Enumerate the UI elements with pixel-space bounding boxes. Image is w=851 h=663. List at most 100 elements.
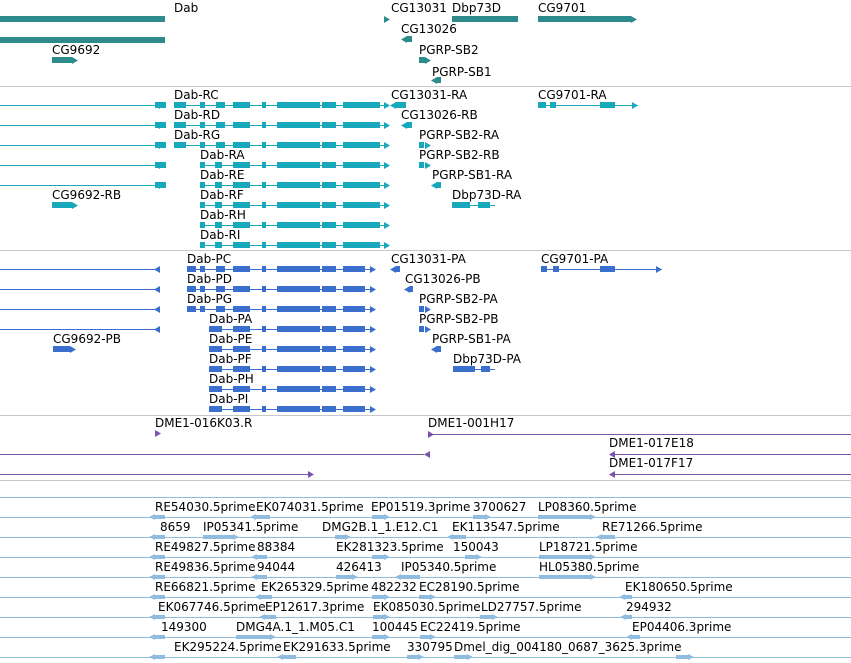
exon-block[interactable] <box>216 102 225 108</box>
exon-block[interactable] <box>322 306 336 312</box>
feature-label[interactable]: EK085030.5prime <box>373 600 481 614</box>
exon-block[interactable] <box>233 142 250 148</box>
exon-block[interactable] <box>539 575 590 579</box>
exon-block[interactable] <box>155 142 166 148</box>
feature-label[interactable]: 294932 <box>626 600 672 614</box>
exon-block[interactable] <box>550 102 556 108</box>
feature-label[interactable]: PGRP-SB2-RB <box>419 148 500 162</box>
exon-block[interactable] <box>343 306 365 312</box>
exon-block[interactable] <box>480 615 492 619</box>
feature-label[interactable]: IP05341.5prime <box>203 520 299 534</box>
exon-block[interactable] <box>174 102 186 108</box>
exon-block[interactable] <box>233 222 250 228</box>
exon-block[interactable] <box>200 306 205 312</box>
exon-block[interactable] <box>262 242 266 248</box>
exon-block[interactable] <box>262 366 266 372</box>
feature-label[interactable]: CG9692-RB <box>52 188 122 202</box>
exon-block[interactable] <box>626 615 632 619</box>
exon-block[interactable] <box>343 202 380 208</box>
feature-label[interactable]: Dab-PD <box>187 272 233 286</box>
exon-block[interactable] <box>343 102 380 108</box>
feature-label[interactable]: IP05340.5prime <box>401 560 497 574</box>
exon-block[interactable] <box>600 102 615 108</box>
exon-block[interactable] <box>539 555 590 559</box>
exon-block[interactable] <box>233 266 250 272</box>
feature-label[interactable]: PGRP-SB1 <box>432 65 492 79</box>
feature-label[interactable]: CG9701 <box>538 1 587 15</box>
exon-block[interactable] <box>277 162 320 168</box>
feature-label[interactable]: Dab-RA <box>200 148 245 162</box>
feature-label[interactable]: Dab-PE <box>209 332 253 346</box>
exon-block[interactable] <box>203 535 233 539</box>
exon-block[interactable] <box>209 386 222 392</box>
feature-label[interactable]: CG9692 <box>52 43 101 57</box>
exon-block[interactable] <box>322 142 336 148</box>
exon-block[interactable] <box>322 406 336 412</box>
exon-block[interactable] <box>155 575 165 579</box>
exon-block[interactable] <box>233 122 250 128</box>
feature-label[interactable]: Dmel_dig_004180_0687_3625.3prime <box>454 640 682 654</box>
feature-label[interactable]: DMG4A.1_1.M05.C1 <box>236 620 355 634</box>
exon-block[interactable] <box>155 535 165 539</box>
exon-block[interactable] <box>262 222 266 228</box>
exon-block[interactable] <box>187 286 196 292</box>
feature-label[interactable]: EK295224.5prime <box>174 640 282 654</box>
exon-block[interactable] <box>216 286 225 292</box>
exon-block[interactable] <box>372 555 384 559</box>
feature-label[interactable]: RE49827.5prime <box>155 540 256 554</box>
exon-block[interactable] <box>322 182 336 188</box>
exon-block[interactable] <box>155 122 166 128</box>
exon-block[interactable] <box>262 182 266 188</box>
exon-block[interactable] <box>233 102 250 108</box>
feature-label[interactable]: 426413 <box>336 560 382 574</box>
exon-block[interactable] <box>343 142 380 148</box>
exon-block[interactable] <box>343 406 365 412</box>
exon-block[interactable] <box>437 346 441 352</box>
exon-block[interactable] <box>216 306 225 312</box>
exon-block[interactable] <box>262 306 266 312</box>
feature-label[interactable]: Dab-PA <box>209 312 253 326</box>
exon-block[interactable] <box>209 406 222 412</box>
exon-block[interactable] <box>200 102 205 108</box>
feature-label[interactable]: PGRP-SB2 <box>419 43 479 57</box>
feature-label[interactable]: CG13031-PA <box>391 252 466 266</box>
feature-label[interactable]: 100445 <box>372 620 418 634</box>
feature-label[interactable]: LP18721.5prime <box>539 540 638 554</box>
exon-block[interactable] <box>155 102 166 108</box>
feature-label[interactable]: HL05380.5prime <box>539 560 640 574</box>
exon-block[interactable] <box>277 406 320 412</box>
feature-label[interactable]: 94044 <box>257 560 296 574</box>
feature-label[interactable]: EK113547.5prime <box>452 520 560 534</box>
exon-block[interactable] <box>277 142 320 148</box>
exon-block[interactable] <box>209 346 222 352</box>
feature-label[interactable]: EK067746.5prime <box>158 600 266 614</box>
feature-label[interactable]: EK180650.5prime <box>625 580 733 594</box>
exon-block[interactable] <box>322 366 336 372</box>
exon-block[interactable] <box>233 202 250 208</box>
exon-block[interactable] <box>452 16 518 22</box>
exon-block[interactable] <box>419 326 424 332</box>
exon-block[interactable] <box>200 162 205 168</box>
feature-label[interactable]: Dab-PG <box>187 292 233 306</box>
exon-block[interactable] <box>343 346 365 352</box>
exon-block[interactable] <box>277 306 320 312</box>
exon-block[interactable] <box>277 366 320 372</box>
feature-label[interactable]: Dab-RH <box>200 208 246 222</box>
exon-block[interactable] <box>343 162 380 168</box>
exon-block[interactable] <box>632 635 640 639</box>
exon-block[interactable] <box>407 36 412 42</box>
feature-label[interactable]: DME1-016K03.R <box>155 416 253 430</box>
exon-block[interactable] <box>200 266 205 272</box>
feature-label[interactable]: Dab-RG <box>174 128 221 142</box>
exon-block[interactable] <box>396 102 406 108</box>
feature-label[interactable]: CG9701-RA <box>538 88 607 102</box>
exon-block[interactable] <box>262 162 266 168</box>
exon-block[interactable] <box>419 57 425 63</box>
exon-block[interactable] <box>200 286 205 292</box>
feature-label[interactable]: Dbp73D-RA <box>452 188 522 202</box>
exon-block[interactable] <box>465 555 476 559</box>
exon-block[interactable] <box>343 366 365 372</box>
exon-block[interactable] <box>343 266 365 272</box>
feature-label[interactable]: Dab-PI <box>209 392 249 406</box>
exon-block[interactable] <box>481 366 490 372</box>
